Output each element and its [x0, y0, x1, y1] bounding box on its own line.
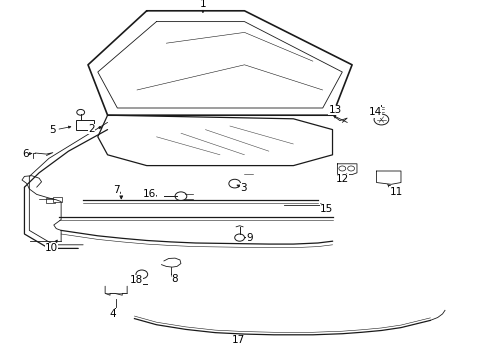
Text: 2: 2 [88, 124, 102, 134]
Text: 1: 1 [199, 0, 206, 13]
Circle shape [77, 109, 84, 115]
Text: 10: 10 [45, 240, 58, 253]
Text: 12: 12 [335, 174, 348, 184]
Circle shape [175, 192, 186, 201]
Circle shape [338, 166, 345, 171]
Text: 13: 13 [327, 105, 341, 118]
Circle shape [347, 166, 354, 171]
Text: 18: 18 [129, 275, 142, 285]
Circle shape [234, 234, 244, 241]
Text: 7: 7 [113, 185, 121, 195]
Circle shape [136, 270, 147, 279]
Circle shape [228, 179, 240, 188]
Text: 14: 14 [368, 107, 382, 117]
FancyBboxPatch shape [46, 198, 55, 203]
Text: 15: 15 [319, 204, 333, 214]
Text: 17: 17 [231, 335, 245, 345]
Text: 8: 8 [171, 274, 178, 284]
Text: 3: 3 [237, 183, 246, 193]
Text: 9: 9 [245, 233, 252, 243]
Circle shape [373, 114, 388, 125]
FancyBboxPatch shape [53, 197, 61, 202]
Text: 11: 11 [387, 185, 402, 197]
FancyBboxPatch shape [76, 120, 94, 130]
Text: 16: 16 [142, 189, 156, 199]
Text: 5: 5 [49, 125, 71, 135]
Text: 6: 6 [22, 149, 32, 159]
Text: 4: 4 [109, 309, 116, 319]
